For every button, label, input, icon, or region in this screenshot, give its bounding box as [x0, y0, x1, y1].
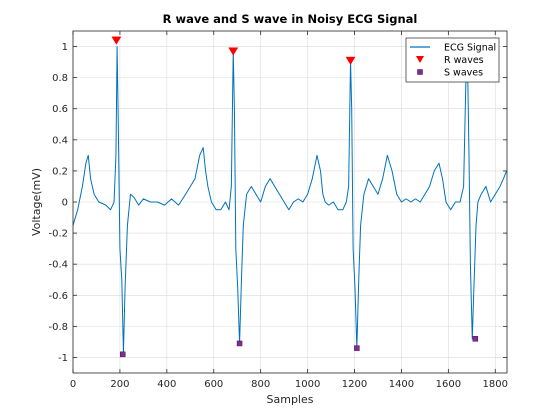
y-tick-label: -0.8: [48, 322, 68, 333]
legend-triangle-swatch: [416, 56, 424, 63]
y-tick-label: 0.8: [52, 73, 68, 84]
legend-square-swatch: [417, 69, 423, 75]
legend-entry-label: R waves: [444, 55, 484, 66]
s-wave-marker: [472, 336, 479, 342]
ticks: 0 200 400 600 800 1000 1200 1400 1600 1800 -1 -0.8 -…: [48, 31, 508, 390]
y-tick-label: 0: [62, 198, 68, 209]
y-tick-label: -1: [58, 353, 68, 364]
x-tick-label: 1800: [483, 379, 508, 390]
r-wave-marker: [345, 56, 356, 66]
chart-title: R wave and S wave in Noisy ECG Signal: [163, 12, 418, 26]
x-tick-label: 1400: [389, 379, 414, 390]
x-tick-label: 400: [157, 379, 176, 390]
legend-entry-label: ECG Signal: [444, 42, 496, 53]
y-tick-label: -0.2: [48, 229, 68, 240]
x-tick-label: 1000: [295, 379, 320, 390]
y-axis-label: Voltage(mV): [30, 168, 43, 236]
x-axis-label: Samples: [267, 393, 314, 406]
ecg-signal-line: [72, 46, 507, 354]
y-tick-label: 1: [62, 42, 68, 53]
s-wave-marker: [354, 345, 360, 351]
y-tick-label: 0.6: [52, 104, 68, 115]
y-tick-label: 0.4: [52, 135, 68, 146]
x-tick-label: 0: [70, 379, 76, 390]
ecg-signal-group: [72, 46, 507, 354]
y-tick-label: -0.6: [48, 291, 68, 302]
markers-group: [111, 36, 479, 358]
legend-entry-label: S waves: [444, 67, 483, 78]
r-wave-marker: [111, 36, 122, 45]
y-tick-label: 0.2: [52, 166, 68, 177]
x-tick-label: 200: [110, 379, 129, 390]
y-tick-label: -0.4: [48, 260, 68, 271]
r-wave-marker: [228, 47, 239, 56]
x-tick-label: 600: [204, 379, 223, 390]
x-tick-label: 1600: [436, 379, 461, 390]
s-wave-marker: [236, 340, 243, 347]
x-tick-label: 1200: [342, 379, 367, 390]
s-wave-marker: [119, 351, 126, 358]
x-tick-label: 800: [251, 379, 270, 390]
